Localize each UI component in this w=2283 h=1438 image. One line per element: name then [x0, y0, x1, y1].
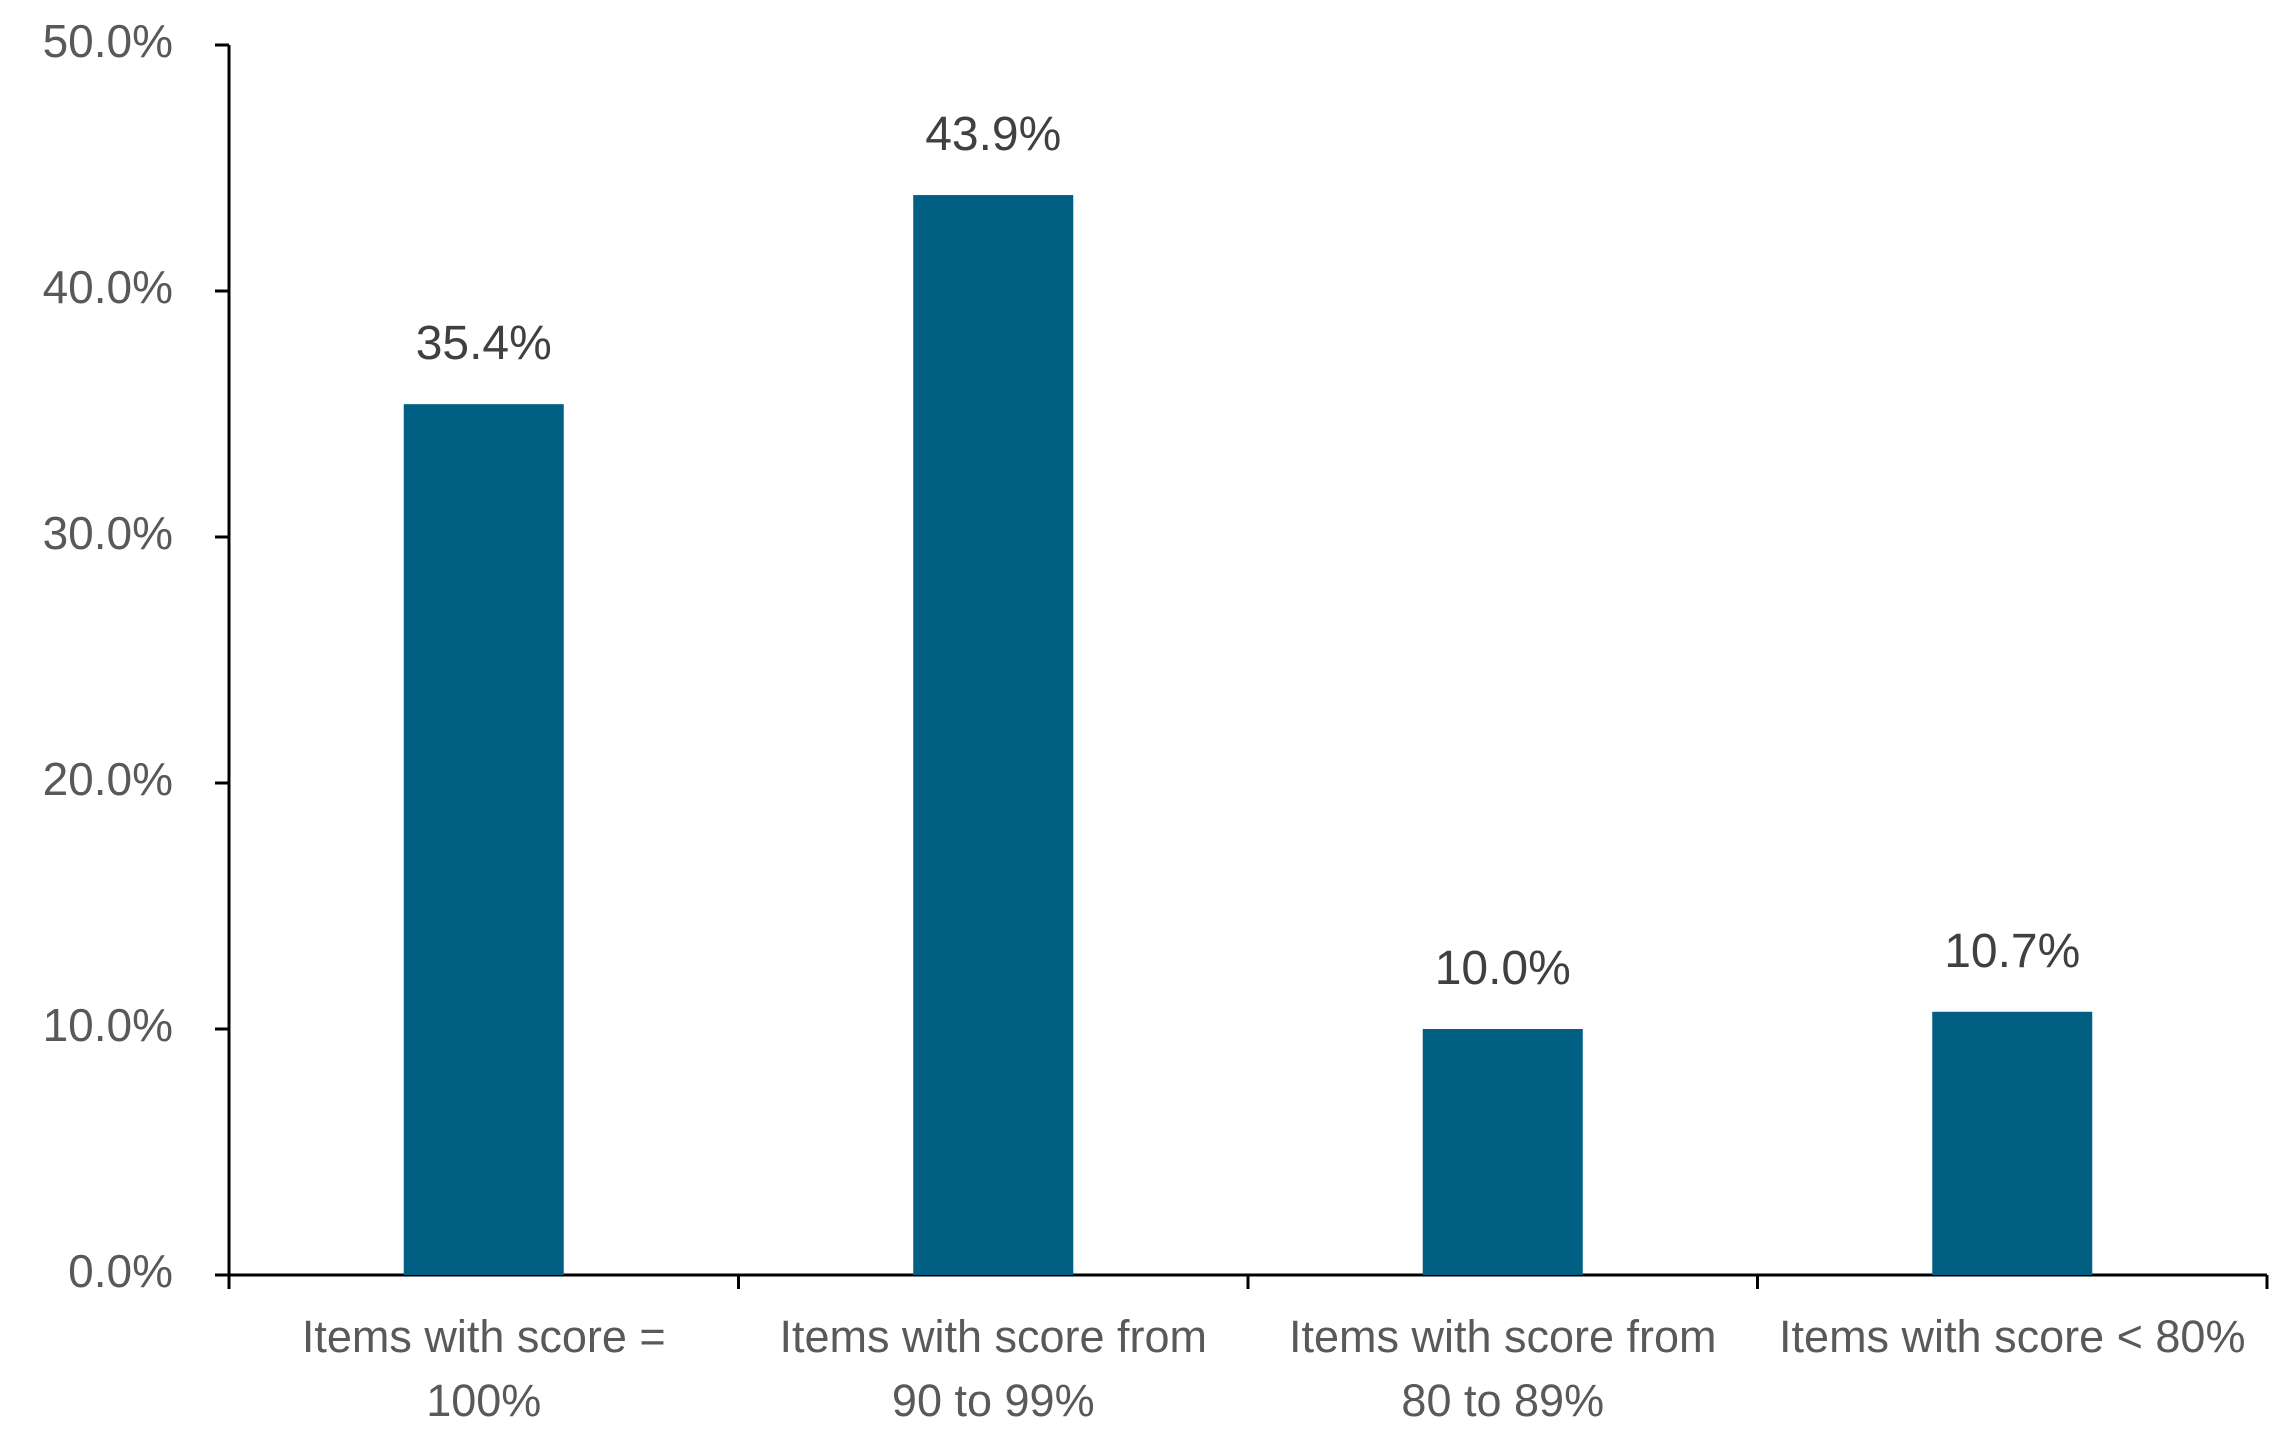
y-tick-label: 30.0% — [43, 507, 173, 559]
y-tick-label: 50.0% — [43, 15, 173, 67]
value-label: 10.0% — [1435, 942, 1571, 995]
y-tick-label: 40.0% — [43, 261, 173, 313]
x-tick-label: Items with score = 100% — [301, 1311, 666, 1426]
y-tick-label: 0.0% — [68, 1245, 173, 1297]
y-tick-label: 10.0% — [43, 999, 173, 1051]
x-tick-label: Items with score from 90 to 99% — [779, 1311, 1208, 1426]
bar — [913, 195, 1074, 1275]
x-tick-label: Items with score < 80% — [1779, 1311, 2246, 1362]
x-tick-label: Items with score from 80 to 89% — [1288, 1311, 1717, 1426]
bar — [1422, 1029, 1583, 1275]
value-label: 10.7% — [1944, 925, 2080, 978]
y-tick-label: 20.0% — [43, 753, 173, 805]
value-label: 35.4% — [416, 317, 552, 370]
bar — [403, 404, 564, 1275]
value-label: 43.9% — [925, 108, 1061, 161]
bar — [1932, 1011, 2093, 1275]
